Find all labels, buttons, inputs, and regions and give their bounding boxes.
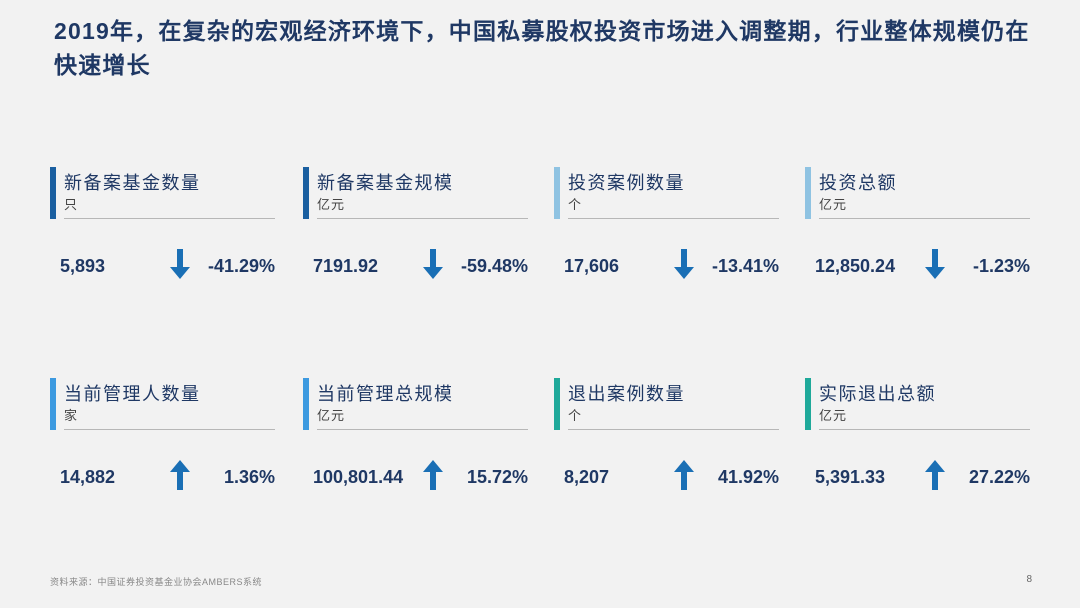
metric-label: 新备案基金数量 <box>64 173 201 193</box>
metric-value: 17,606 <box>564 256 620 276</box>
metric-unit: 只 <box>64 197 79 212</box>
metric-card-investment-amount: 投资总额 亿元 12,850.24 -1.23% <box>805 167 1030 279</box>
divider <box>568 218 779 219</box>
accent-bar <box>50 378 56 430</box>
page-title: 2019年，在复杂的宏观经济环境下，中国私募股权投资市场进入调整期，行业整体规模… <box>54 18 1030 78</box>
accent-bar <box>303 167 309 219</box>
metric-label: 投资总额 <box>819 173 897 193</box>
divider <box>568 429 779 430</box>
arrow-down-icon <box>925 249 945 279</box>
metric-label: 退出案例数量 <box>568 384 685 404</box>
metric-card-new-fund-scale: 新备案基金规模 亿元 7191.92 -59.48% <box>303 167 528 279</box>
metric-value: 14,882 <box>60 467 116 487</box>
metric-value: 12,850.24 <box>815 256 896 276</box>
divider <box>64 218 275 219</box>
divider <box>317 429 528 430</box>
arrow-down-icon <box>674 249 694 279</box>
divider <box>317 218 528 219</box>
page-number: 8 <box>1026 574 1032 585</box>
metric-card-new-fund-count: 新备案基金数量 只 5,893 -41.29% <box>50 167 275 279</box>
metric-unit: 家 <box>64 408 79 423</box>
arrow-up-icon <box>170 460 190 490</box>
metric-unit: 亿元 <box>819 408 848 423</box>
metric-label: 实际退出总额 <box>819 384 936 404</box>
metric-card-exit-count: 退出案例数量 个 8,207 41.92% <box>554 378 779 490</box>
metric-change: -13.41% <box>711 256 779 276</box>
metric-unit: 亿元 <box>317 408 346 423</box>
metric-value: 100,801.44 <box>313 467 404 487</box>
metric-value: 8,207 <box>564 467 610 487</box>
divider <box>819 429 1030 430</box>
metric-unit: 个 <box>568 408 583 423</box>
accent-bar <box>554 167 560 219</box>
accent-bar <box>554 378 560 430</box>
accent-bar <box>50 167 56 219</box>
metric-value: 7191.92 <box>313 256 379 276</box>
metric-label: 当前管理总规模 <box>317 384 454 404</box>
metric-change: 41.92% <box>717 467 779 487</box>
arrow-up-icon <box>925 460 945 490</box>
metric-label: 投资案例数量 <box>568 173 685 193</box>
arrow-down-icon <box>170 249 190 279</box>
metric-label: 新备案基金规模 <box>317 173 454 193</box>
metric-unit: 亿元 <box>317 197 346 212</box>
metric-change: -1.23% <box>972 256 1030 276</box>
metric-card-manager-count: 当前管理人数量 家 14,882 1.36% <box>50 378 275 490</box>
metric-card-investment-count: 投资案例数量 个 17,606 -13.41% <box>554 167 779 279</box>
metric-label: 当前管理人数量 <box>64 384 201 404</box>
divider <box>64 429 275 430</box>
accent-bar <box>805 167 811 219</box>
metric-value: 5,893 <box>60 256 106 276</box>
divider <box>819 218 1030 219</box>
metric-unit: 个 <box>568 197 583 212</box>
source-note: 资料来源：中国证券投资基金业协会AMBERS系统 <box>50 577 263 587</box>
metric-change: -59.48% <box>460 256 528 276</box>
metric-value: 5,391.33 <box>815 467 886 487</box>
metric-unit: 亿元 <box>819 197 848 212</box>
metric-change: 27.22% <box>968 467 1030 487</box>
accent-bar <box>303 378 309 430</box>
arrow-down-icon <box>423 249 443 279</box>
arrow-up-icon <box>423 460 443 490</box>
metric-change: 15.72% <box>466 467 528 487</box>
metric-change: 1.36% <box>223 467 275 487</box>
metric-card-managed-scale: 当前管理总规模 亿元 100,801.44 15.72% <box>303 378 528 490</box>
accent-bar <box>805 378 811 430</box>
metric-card-exit-amount: 实际退出总额 亿元 5,391.33 27.22% <box>805 378 1030 490</box>
arrow-up-icon <box>674 460 694 490</box>
metric-change: -41.29% <box>207 256 275 276</box>
